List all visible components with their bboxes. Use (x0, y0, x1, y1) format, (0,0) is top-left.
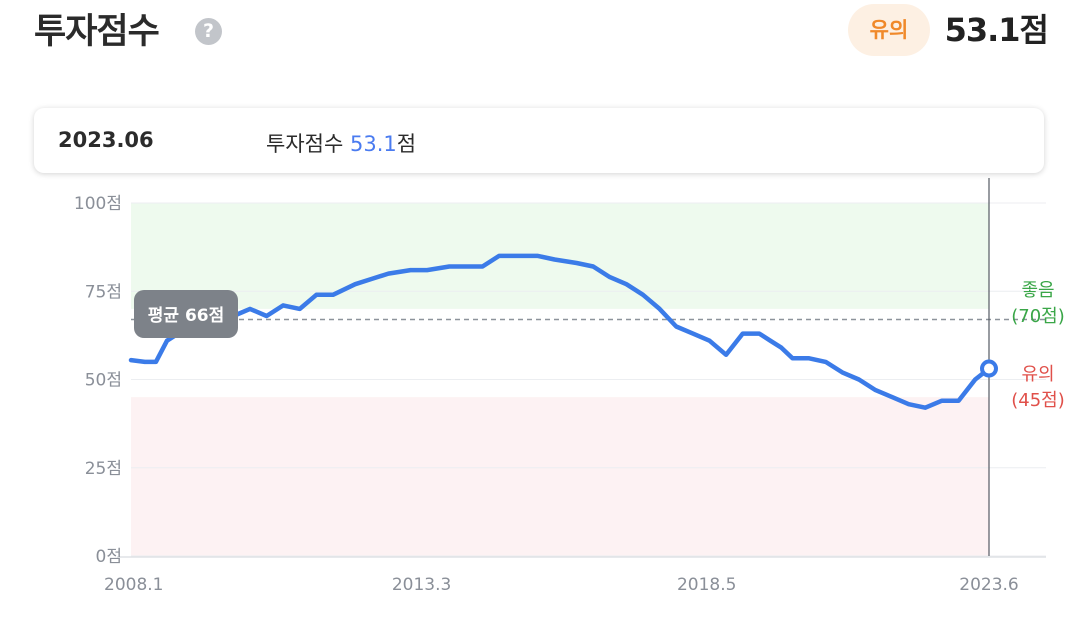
info-score: 투자점수 53.1점 (266, 128, 416, 158)
latest-point-marker (980, 359, 998, 378)
y-tick-label: 100점 (74, 194, 122, 214)
y-tick-label: 25점 (85, 459, 122, 479)
info-card: 2023.06 투자점수 53.1점 (34, 108, 1044, 173)
x-tick-label: 2013.3 (392, 575, 451, 595)
status-badge: 유의 (848, 4, 930, 56)
caution-zone-threshold: (45점) (1011, 390, 1065, 411)
y-tick-label: 0점 (96, 547, 122, 567)
page-title: 투자점수 (34, 12, 160, 52)
good-zone-label: 좋음 (1021, 280, 1054, 301)
x-tick-label: 2008.1 (104, 575, 163, 595)
y-tick-label: 50점 (85, 371, 122, 391)
x-tick-label: 2023.6 (959, 575, 1018, 595)
average-label: 평균 66점 (148, 306, 225, 326)
info-score-unit: 점 (396, 132, 417, 156)
info-score-value: 53.1 (349, 132, 397, 156)
x-tick-label: 2018.5 (677, 575, 736, 595)
good-zone-threshold: (70점) (1011, 306, 1065, 327)
help-icon[interactable]: ? (195, 18, 222, 45)
zone-band-1 (131, 397, 989, 556)
total-score: 53.1점 (944, 11, 1049, 49)
series-line (128, 253, 992, 410)
info-date: 2023.06 (58, 128, 154, 152)
zone-band-0 (131, 203, 989, 309)
average-label-box (134, 290, 238, 338)
info-score-label: 투자점수 (266, 132, 344, 156)
y-tick-label: 75점 (85, 282, 122, 302)
caution-zone-label: 유의 (1021, 364, 1054, 385)
